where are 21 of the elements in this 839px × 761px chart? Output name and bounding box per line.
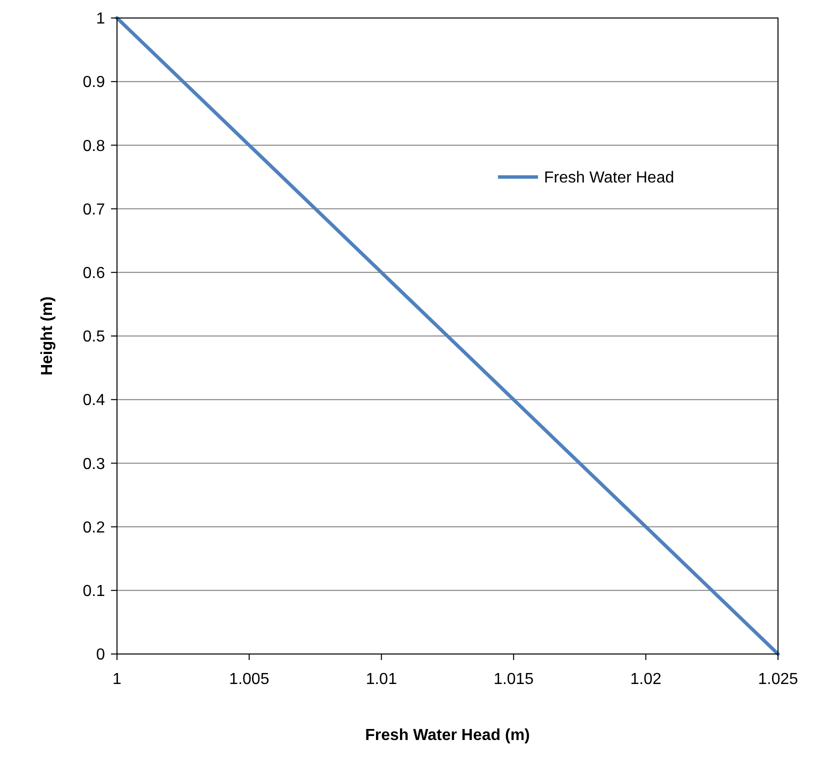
- y-tick-label: 0.9: [82, 74, 106, 92]
- y-tick-label: 0.5: [82, 328, 106, 346]
- x-tick-label: 1.01: [366, 671, 398, 688]
- y-tick-label: 0.7: [82, 201, 106, 218]
- x-tick-label: 1.005: [229, 671, 270, 688]
- x-tick-label: 1.025: [758, 671, 798, 688]
- x-tick-label: 1: [112, 671, 122, 688]
- y-tick-label: 0.3: [82, 456, 106, 473]
- line-series: [115, 16, 780, 656]
- y-tick-label: 0: [96, 646, 106, 664]
- y-tick-label: 1: [96, 10, 106, 28]
- y-tick-label: 0.4: [82, 392, 106, 410]
- y-tick-label: 0.1: [82, 583, 106, 600]
- y-tick-label: 0.2: [82, 519, 106, 536]
- x-tick-label: 1.015: [494, 671, 534, 688]
- legend-label: Fresh Water Head: [544, 170, 674, 187]
- x-axis-title: Fresh Water Head (m): [365, 727, 530, 744]
- y-tick-label: 0.8: [82, 138, 106, 155]
- y-axis-title: Height (m): [39, 296, 56, 376]
- y-tick-label: 0.6: [82, 265, 106, 282]
- x-tick-label: 1.02: [630, 671, 662, 688]
